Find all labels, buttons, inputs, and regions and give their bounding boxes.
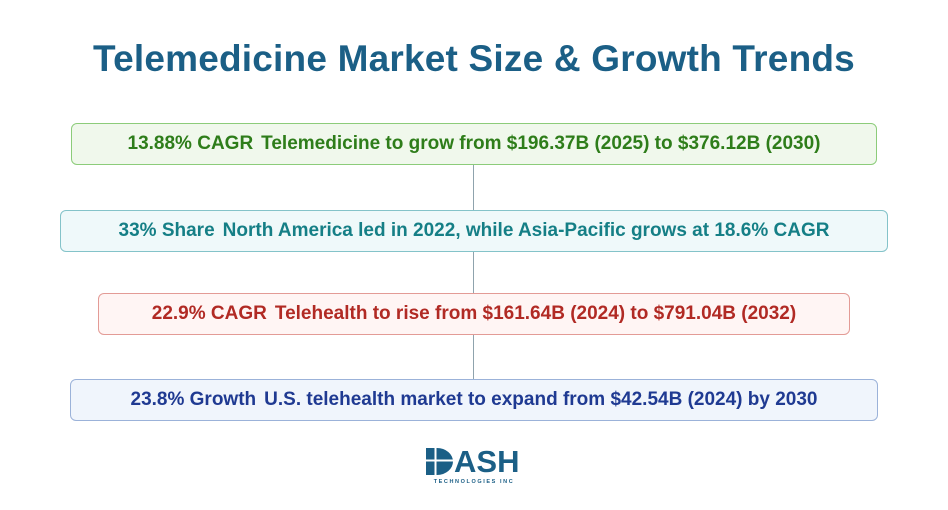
stat-description: North America led in 2022, while Asia-Pa…	[222, 220, 830, 241]
stat-description: U.S. telehealth market to expand from $4…	[264, 389, 818, 410]
connector-line	[473, 335, 474, 379]
stat-box-us-growth: 23.8% Growth U.S. telehealth market to e…	[70, 379, 878, 421]
page-title: Telemedicine Market Size & Growth Trends	[93, 38, 855, 79]
stat-box-telehealth-cagr: 22.9% CAGR Telehealth to rise from $161.…	[98, 293, 850, 335]
connector-line	[473, 165, 474, 210]
stat-description: Telehealth to rise from $161.64B (2024) …	[274, 303, 797, 324]
logo-tagline: TECHNOLOGIES INC	[433, 479, 515, 485]
connector-line	[473, 252, 474, 293]
stat-metric: 22.9% CAGR	[151, 303, 267, 324]
logo-wordmark-text: ASH	[454, 444, 520, 479]
stat-box-regional-share: 33% Share North America led in 2022, whi…	[60, 210, 888, 252]
stat-metric: 33% Share	[118, 220, 215, 241]
stat-metric: 23.8% Growth	[130, 389, 257, 410]
stat-metric: 13.88% CAGR	[127, 133, 254, 154]
logo-d-mark-icon	[426, 448, 453, 475]
company-logo: ASH TECHNOLOGIES INC	[426, 444, 522, 488]
stat-description: Telemedicine to grow from $196.37B (2025…	[261, 133, 821, 154]
logo-wordmark: ASH	[426, 444, 520, 479]
stat-box-telemedicine-cagr: 13.88% CAGR Telemedicine to grow from $1…	[71, 123, 877, 165]
